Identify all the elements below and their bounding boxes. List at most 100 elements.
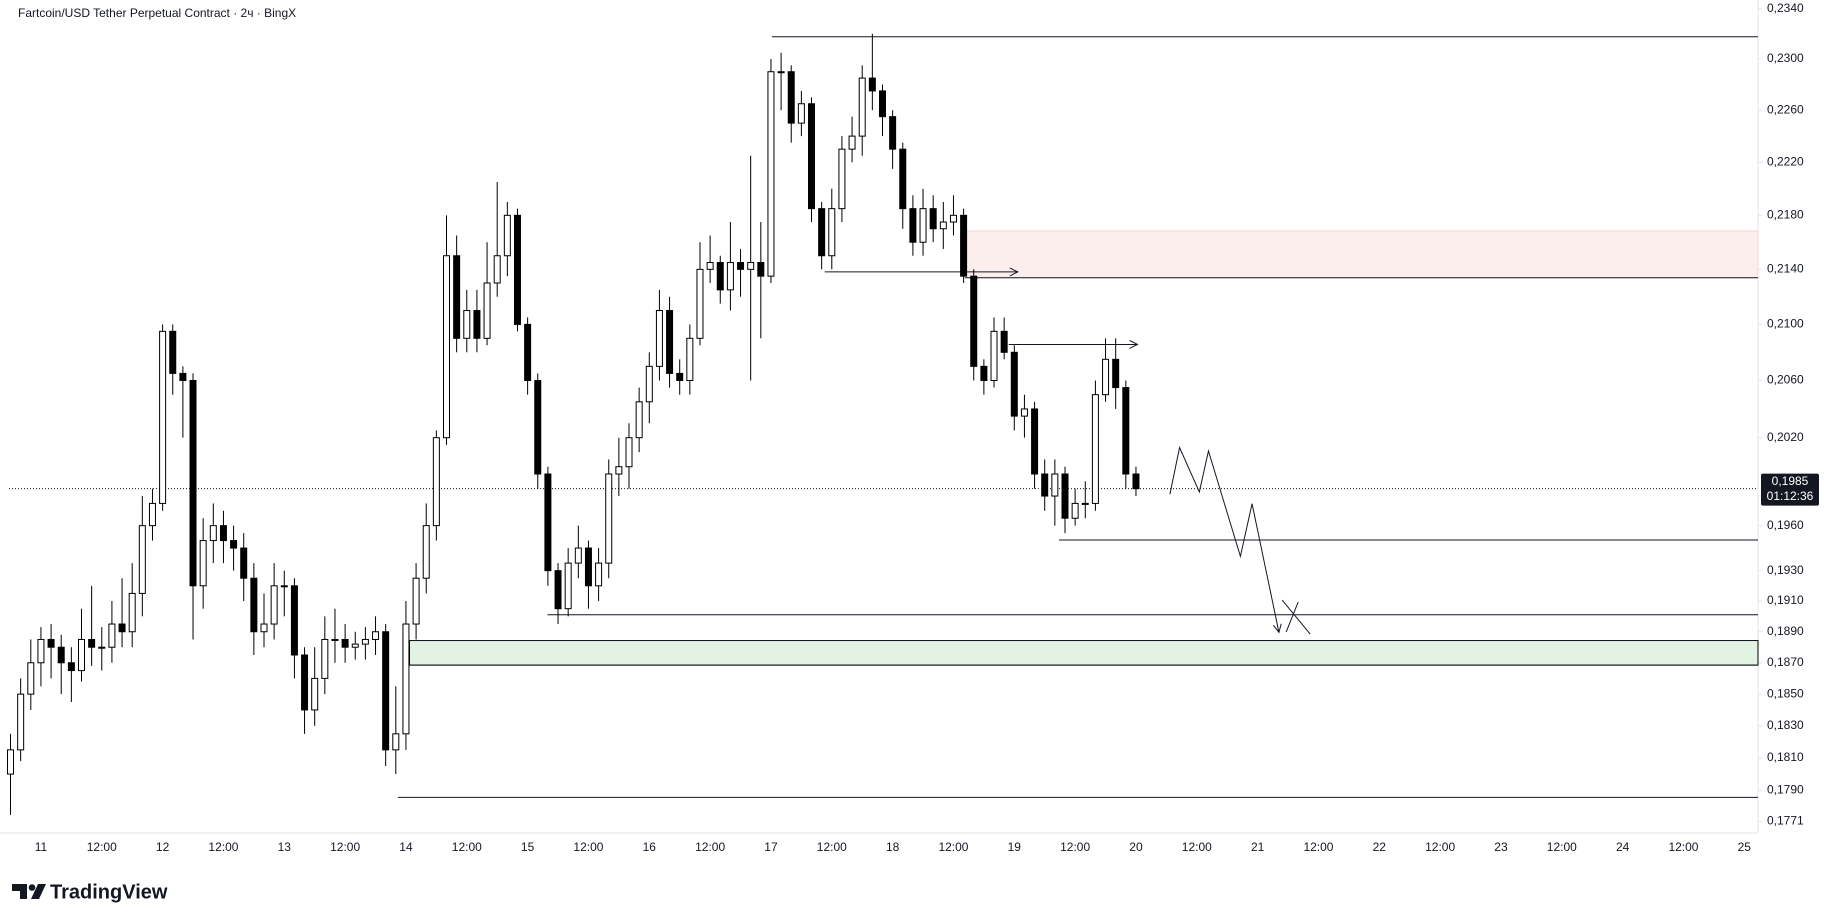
candle-body bbox=[655, 310, 663, 367]
x-tick-label: 12:00 bbox=[330, 840, 360, 854]
x-tick-label: 15 bbox=[521, 840, 535, 854]
candle-body bbox=[361, 638, 369, 645]
candle-body bbox=[169, 330, 177, 374]
x-tick-label: 12 bbox=[156, 840, 170, 854]
candle-body bbox=[77, 638, 85, 672]
candle-body bbox=[666, 310, 674, 374]
candle-body bbox=[980, 365, 988, 381]
candle-body bbox=[17, 693, 25, 751]
y-tick-label: 0,2140 bbox=[1767, 262, 1804, 276]
candle-body bbox=[493, 255, 501, 284]
candle-body bbox=[311, 677, 319, 711]
cross-mark bbox=[1281, 599, 1311, 635]
y-tick-label: 0,1790 bbox=[1767, 782, 1804, 796]
candle-body bbox=[240, 547, 248, 579]
candle-body bbox=[747, 262, 755, 270]
logo-icon bbox=[12, 884, 27, 899]
y-tick-label: 0,1870 bbox=[1767, 655, 1804, 669]
candle-body bbox=[1020, 408, 1028, 417]
candle-body bbox=[453, 255, 461, 339]
candle-body bbox=[37, 638, 45, 664]
price-label: 0,1985 bbox=[1772, 474, 1809, 488]
candle-body bbox=[645, 365, 653, 403]
candle-body bbox=[250, 577, 258, 633]
candle-body bbox=[88, 638, 96, 648]
y-tick-label: 0,2100 bbox=[1767, 317, 1804, 331]
candle-body bbox=[280, 585, 288, 588]
candle-body bbox=[108, 623, 116, 648]
candle-body bbox=[392, 733, 400, 751]
y-tick-label: 0,2180 bbox=[1767, 207, 1804, 221]
y-tick-label: 0,1830 bbox=[1767, 718, 1804, 732]
candle-body bbox=[584, 547, 592, 587]
price-label-box bbox=[1761, 473, 1819, 506]
y-tick-label: 0,1810 bbox=[1767, 750, 1804, 764]
chart-title: Fartcoin/USD Tether Perpetual Contract ·… bbox=[18, 6, 296, 20]
candle-body bbox=[260, 623, 268, 633]
y-tick-label: 0,1850 bbox=[1767, 686, 1804, 700]
x-tick-label: 12:00 bbox=[208, 840, 238, 854]
x-tick-label: 20 bbox=[1129, 840, 1143, 854]
x-tick-label: 25 bbox=[1738, 840, 1752, 854]
x-tick-label: 12:00 bbox=[695, 840, 725, 854]
candle-body bbox=[148, 502, 156, 527]
candle-body bbox=[341, 638, 349, 648]
candle-body bbox=[209, 525, 217, 542]
candle-body bbox=[868, 77, 876, 92]
candle-body bbox=[483, 282, 491, 339]
x-tick-label: 12:00 bbox=[1547, 840, 1577, 854]
y-tick-label: 0,2260 bbox=[1767, 102, 1804, 116]
x-tick-label: 12:00 bbox=[573, 840, 603, 854]
candle-body bbox=[960, 214, 968, 277]
candle-body bbox=[605, 473, 613, 564]
candle-body bbox=[412, 577, 420, 625]
y-tick-label: 0,2020 bbox=[1767, 430, 1804, 444]
candle-body bbox=[696, 268, 704, 339]
candle-body bbox=[1122, 387, 1130, 475]
candle-body bbox=[179, 372, 187, 381]
candle-body bbox=[797, 103, 805, 124]
y-tick-label: 0,1930 bbox=[1767, 563, 1804, 577]
x-tick-label: 24 bbox=[1616, 840, 1630, 854]
y-tick-label: 0,2340 bbox=[1767, 1, 1804, 15]
x-tick-label: 12:00 bbox=[817, 840, 847, 854]
candle-body bbox=[1041, 473, 1049, 497]
y-tick-label: 0,2220 bbox=[1767, 154, 1804, 168]
candle-body bbox=[574, 547, 582, 564]
candle-body bbox=[159, 330, 167, 504]
candle-body bbox=[463, 310, 471, 339]
candle-body bbox=[939, 221, 947, 230]
cross-mark bbox=[1285, 601, 1299, 633]
candle-body bbox=[57, 646, 65, 664]
candle-body bbox=[128, 592, 136, 633]
x-tick-label: 16 bbox=[643, 840, 657, 854]
logo-icon bbox=[28, 884, 36, 891]
candle-body bbox=[351, 643, 359, 648]
candle-body bbox=[970, 275, 978, 367]
candle-body bbox=[949, 214, 957, 223]
candle-body bbox=[1031, 408, 1039, 475]
candle-body bbox=[321, 638, 329, 679]
candle-body bbox=[331, 638, 339, 641]
y-tick-label: 0,1890 bbox=[1767, 624, 1804, 638]
candle-body bbox=[544, 473, 552, 572]
candle-body bbox=[625, 437, 633, 468]
candle-body bbox=[422, 525, 430, 579]
candle-body bbox=[990, 330, 998, 381]
candle-body bbox=[98, 646, 106, 649]
candle-body bbox=[1081, 502, 1089, 505]
y-tick-label: 0,1960 bbox=[1767, 518, 1804, 532]
candle-body bbox=[676, 372, 684, 381]
x-tick-label: 19 bbox=[1008, 840, 1022, 854]
candle-body bbox=[219, 525, 227, 542]
candle-body bbox=[1132, 473, 1140, 490]
candle-body bbox=[7, 749, 15, 775]
x-tick-label: 12:00 bbox=[938, 840, 968, 854]
x-tick-label: 23 bbox=[1494, 840, 1508, 854]
candle-body bbox=[564, 562, 572, 610]
countdown: 01:12:36 bbox=[1767, 489, 1814, 503]
price-zone bbox=[408, 640, 1759, 666]
candle-body bbox=[199, 540, 207, 587]
candle-body bbox=[503, 214, 511, 257]
candle-body bbox=[635, 401, 643, 439]
